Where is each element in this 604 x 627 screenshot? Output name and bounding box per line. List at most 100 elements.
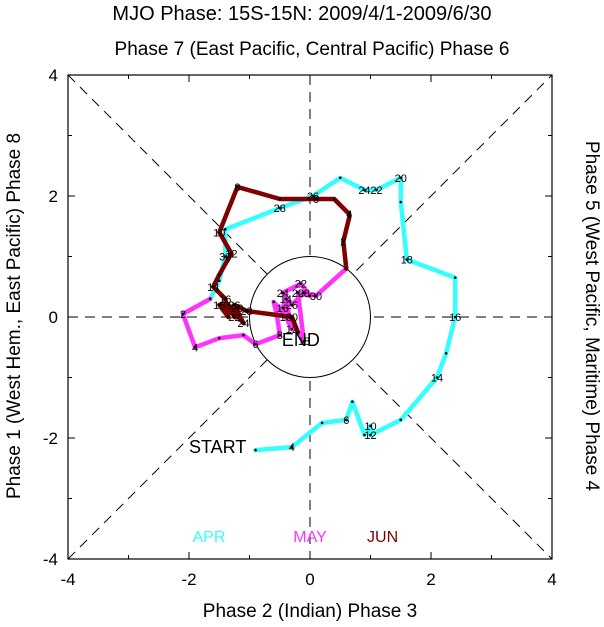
track-point (290, 303, 294, 307)
track-point (399, 200, 403, 204)
day-label: 20 (395, 173, 407, 185)
track-point (242, 321, 245, 325)
guide-lines (67, 74, 553, 560)
track-point (290, 327, 294, 331)
end-label: END (282, 330, 320, 350)
day-label: 18 (298, 336, 310, 348)
day-label: 20 (292, 288, 304, 300)
day-label: 14 (207, 282, 219, 294)
day-label: 4 (289, 442, 295, 454)
day-label: 12 (286, 324, 298, 336)
day-label: 6 (343, 415, 349, 427)
day-label: 24 (277, 288, 289, 300)
legend-jun: JUN (367, 529, 398, 546)
day-label: 22 (295, 279, 307, 291)
track-point (345, 418, 348, 422)
track-point (272, 300, 276, 304)
track-point (453, 315, 457, 319)
x-tick-label: 2 (426, 570, 435, 589)
track-point (242, 333, 245, 337)
day-label: 28 (298, 288, 310, 300)
track-point (245, 309, 248, 313)
track-point (284, 297, 288, 301)
day-label: 30 (286, 312, 298, 324)
day-label: 10 (213, 227, 225, 239)
day-label: 16 (449, 312, 461, 324)
track-point (453, 276, 457, 279)
track-point (224, 255, 227, 258)
y-tick-label: 4 (49, 66, 58, 85)
day-label: 4 (346, 209, 352, 221)
x-tick-label: 0 (305, 570, 314, 589)
plot-frame (67, 74, 553, 560)
start-label: START (189, 437, 246, 457)
track-point (348, 212, 351, 216)
track-point (314, 197, 318, 201)
track-point (290, 445, 294, 449)
track-point (341, 240, 345, 243)
track-point (369, 433, 372, 437)
track-point (211, 285, 215, 289)
right-phase-label: Phase 5 (West Pacific, Maritime) Phase 4 (581, 141, 602, 492)
day-label: 2 (180, 309, 186, 321)
day-label: 24 (237, 318, 249, 330)
track-point (278, 197, 282, 201)
track-point (236, 306, 239, 310)
day-label: 26 (228, 300, 240, 312)
track-point (230, 252, 233, 255)
y-tick-label: 2 (49, 187, 58, 206)
day-label: 6 (313, 194, 319, 206)
day-label: 26 (286, 300, 298, 312)
day-label: 10 (364, 421, 376, 433)
chart-title: MJO Phase: 15S-15N: 2009/4/1-2009/6/30 (112, 3, 491, 25)
day-label: 18 (401, 255, 413, 267)
track-point (314, 294, 318, 298)
track-point (208, 297, 212, 301)
track-point (290, 315, 294, 319)
day-label: 12 (225, 248, 237, 260)
top-phase-label: Phase 7 (East Pacific, Central Pacific) … (115, 39, 510, 60)
phase-tracks (180, 175, 458, 453)
track-point (224, 227, 227, 231)
day-label: 14 (280, 294, 292, 306)
legend: APR MAY JUN (193, 529, 399, 546)
y-tick-label: 0 (49, 308, 58, 327)
x-tick-label: 4 (547, 570, 556, 589)
y-tick-label: -2 (43, 429, 58, 448)
track-point (227, 315, 230, 319)
day-label: 2 (340, 236, 346, 248)
track-point (302, 339, 306, 343)
track-point (332, 197, 336, 201)
day-label: 6 (252, 339, 258, 351)
y-tick-label: -4 (43, 550, 58, 569)
day-label: 30 (219, 252, 231, 264)
track-point (254, 448, 257, 452)
track-point (181, 312, 185, 316)
day-label: 16 (219, 294, 231, 306)
track-point (217, 336, 221, 340)
track-point (224, 297, 227, 301)
bottom-phase-label: Phase 2 (Indian) Phase 3 (203, 601, 417, 622)
day-label: 8 (234, 182, 240, 194)
track-point (278, 206, 282, 210)
track-point (351, 400, 354, 404)
track-point (278, 333, 282, 337)
track-point (399, 176, 403, 180)
track-point (311, 194, 315, 198)
track-point (375, 188, 378, 192)
track-point (281, 306, 285, 310)
day-label: 30 (310, 291, 322, 303)
day-label: 12 (364, 430, 376, 442)
left-phase-label: Phase 1 (West Hem., East Pacific) Phase … (4, 133, 25, 499)
track-point (296, 291, 300, 295)
legend-may: MAY (293, 529, 327, 546)
day-label: 20 (231, 303, 243, 315)
day-label: 18 (213, 300, 225, 312)
day-label: 8 (277, 330, 283, 342)
track-point (299, 282, 303, 286)
day-label: 10 (280, 312, 292, 324)
track-point (233, 315, 236, 319)
track-point (348, 215, 351, 219)
day-label: 24 (358, 185, 370, 197)
